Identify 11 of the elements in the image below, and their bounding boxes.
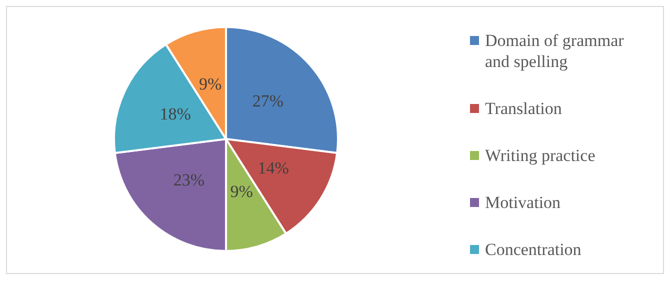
data-label: 18%: [160, 104, 191, 124]
legend-label: Domain of grammar and spelling: [485, 30, 625, 72]
legend-label: Motivation: [485, 192, 561, 213]
data-label: 9%: [199, 74, 222, 94]
data-label: 23%: [173, 170, 205, 190]
data-label: 9%: [230, 182, 253, 202]
legend-label: Translation: [485, 98, 562, 119]
legend-label: Writing practice: [485, 145, 596, 166]
legend-label: Concentration: [485, 239, 582, 260]
data-label: 27%: [252, 91, 284, 110]
data-label: 14%: [258, 158, 289, 178]
